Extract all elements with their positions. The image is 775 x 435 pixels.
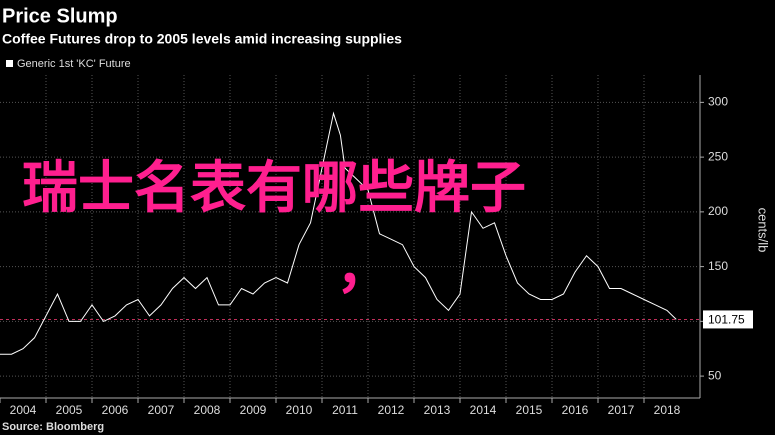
last-value-box [703, 310, 753, 329]
legend-swatch [6, 60, 13, 67]
source: Source: Bloomberg [2, 421, 104, 433]
x-tick-label: 2017 [608, 403, 635, 417]
x-tick-label: 2010 [286, 403, 313, 417]
x-tick-label: 2008 [194, 403, 221, 417]
chart-title: Price Slump [2, 5, 118, 27]
x-tick-label: 2009 [240, 403, 267, 417]
x-tick-label: 2006 [102, 403, 129, 417]
x-tick-label: 2007 [148, 403, 175, 417]
overlay-comma: ， [336, 236, 392, 301]
legend-label: Generic 1st 'KC' Future [17, 58, 131, 70]
x-tick-label: 2014 [470, 403, 497, 417]
y-tick-label: 250 [708, 149, 728, 163]
x-tick-label: 2005 [56, 403, 83, 417]
series-line [0, 111, 677, 355]
x-tick-label: 2018 [654, 403, 681, 417]
x-tick-label: 2004 [10, 403, 37, 417]
y-tick-label: 300 [708, 95, 728, 109]
chart-subtitle: Coffee Futures drop to 2005 levels amid … [2, 31, 402, 47]
y-tick-label: 50 [708, 368, 722, 382]
y-axis-label: cents/lb [756, 208, 771, 253]
y-tick-label: 200 [708, 204, 728, 218]
last-value-label: 101.75 [708, 313, 745, 327]
y-tick-label: 150 [708, 259, 728, 273]
x-tick-label: 2013 [424, 403, 451, 417]
overlay-text: 瑞士名表有哪些牌子 [22, 156, 526, 221]
x-tick-label: 2011 [332, 403, 358, 417]
x-tick-label: 2012 [378, 403, 405, 417]
x-tick-label: 2016 [562, 403, 589, 417]
x-tick-label: 2015 [516, 403, 543, 417]
